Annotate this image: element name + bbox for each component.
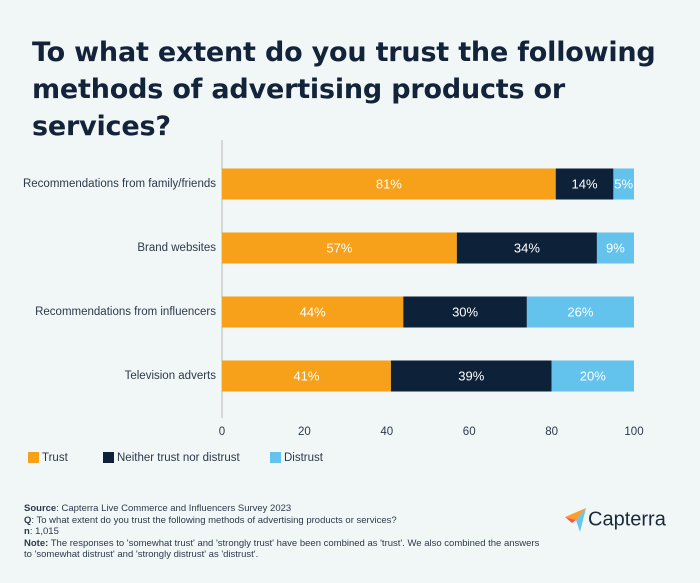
y-tick-label: Brand websites: [137, 242, 216, 254]
chart-title: To what extent do you trust the followin…: [32, 37, 656, 142]
footer: Source: Capterra Live Commerce and Influ…: [24, 503, 544, 561]
bar-segment: [403, 296, 527, 328]
y-tick-label: Television adverts: [125, 370, 217, 382]
value-label: 14%: [572, 176, 598, 191]
footer-text: : To what extent do you trust the follow…: [31, 514, 397, 526]
footer-label: Q: [24, 514, 32, 526]
bar-segment: [390, 360, 552, 392]
footer-line: n: 1,015: [24, 526, 544, 538]
bar-segment: [456, 232, 597, 264]
footer-line: Note: The responses to 'somewhat trust' …: [24, 538, 544, 561]
legend-label: Trust: [42, 452, 69, 464]
x-tick-label: 80: [545, 426, 558, 438]
x-tick-label: 60: [463, 426, 476, 438]
bar-segment: [555, 168, 614, 200]
bar-segment: [613, 168, 634, 200]
value-label: 57%: [326, 240, 352, 255]
bar-segment: [222, 232, 457, 264]
y-tick-label: Recommendations from influencers: [35, 306, 216, 318]
footer-label: n: [24, 526, 30, 537]
value-label: 30%: [452, 304, 478, 319]
value-label: 26%: [567, 304, 593, 319]
footer-line: Q: To what extent do you trust the follo…: [24, 515, 544, 527]
value-label: 34%: [514, 240, 540, 255]
value-label: 41%: [293, 368, 319, 383]
logo-text: Capterra: [588, 508, 667, 530]
value-label: 39%: [458, 368, 484, 383]
x-tick-label: 0: [219, 426, 225, 438]
bar-segment: [596, 232, 634, 264]
footer-text: The responses to 'somewhat trust' and 's…: [24, 537, 540, 561]
legend-label: Distrust: [284, 452, 324, 464]
bar-segment: [551, 360, 634, 392]
footer-label: Source: [24, 503, 57, 514]
footer-line: Source: Capterra Live Commerce and Influ…: [24, 503, 544, 515]
y-tick-label: Recommendations from family/friends: [23, 178, 216, 190]
legend-swatch: [270, 452, 281, 463]
value-label: 5%: [614, 176, 633, 191]
x-tick-label: 100: [624, 426, 643, 438]
legend-swatch: [28, 452, 39, 463]
value-label: 44%: [300, 304, 326, 319]
x-tick-label: 20: [298, 426, 311, 438]
bar-segment: [222, 296, 404, 328]
footer-text: : 1,015: [29, 526, 59, 537]
footer-text: : Capterra Live Commerce and Influencers…: [56, 503, 292, 514]
x-tick-label: 40: [380, 426, 393, 438]
logo-icon: [565, 508, 586, 532]
value-label: 9%: [606, 240, 625, 255]
legend-swatch: [103, 452, 114, 463]
bar-segment: [526, 296, 634, 328]
value-label: 20%: [580, 368, 606, 383]
legend-label: Neither trust nor distrust: [117, 452, 241, 464]
value-label: 81%: [376, 176, 402, 191]
bar-segment: [222, 168, 556, 200]
bar-segment: [222, 360, 391, 392]
footer-label: Note:: [24, 537, 49, 549]
